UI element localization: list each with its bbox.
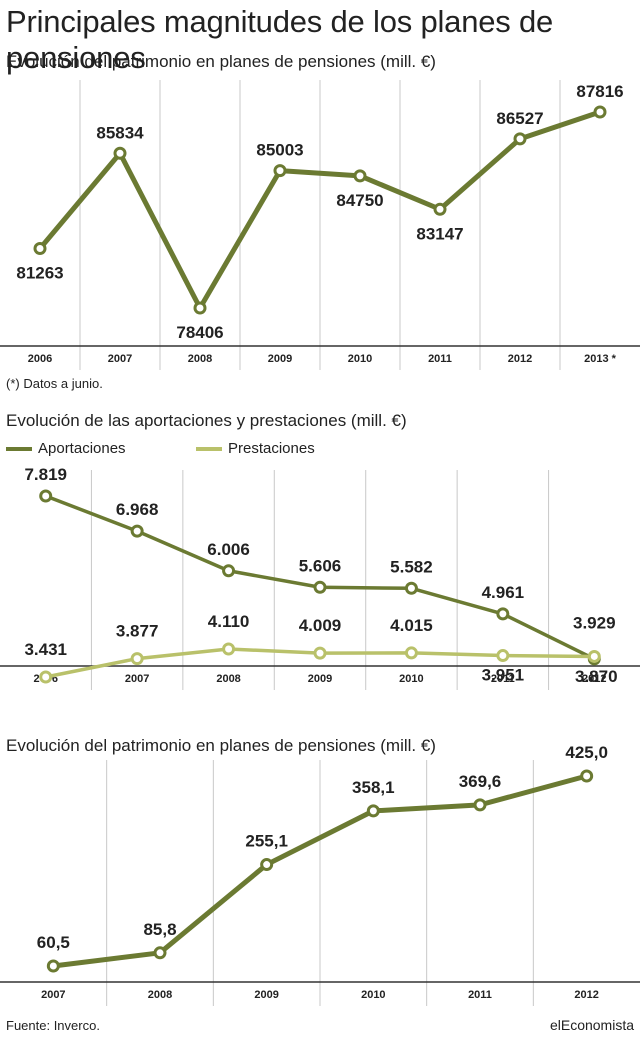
x-tick-label: 2010 <box>361 989 385 1001</box>
data-point <box>513 132 527 146</box>
chart2-aportaciones-prestaciones: 20062007200820092010201120127.8196.9686.… <box>0 465 640 690</box>
data-label: 86527 <box>496 109 543 128</box>
x-tick-label: 2008 <box>148 989 172 1001</box>
data-point <box>404 581 418 595</box>
x-tick-label: 2008 <box>188 353 212 365</box>
data-label: 425,0 <box>565 743 608 762</box>
data-point <box>313 646 327 660</box>
data-label: 6.968 <box>116 500 159 519</box>
data-label: 3.877 <box>116 622 159 641</box>
data-label: 78406 <box>176 323 223 342</box>
data-label: 60,5 <box>37 933 70 952</box>
data-point <box>496 649 510 663</box>
x-tick-label: 2007 <box>108 353 132 365</box>
data-point <box>222 564 236 578</box>
legend-label-aportaciones: Aportaciones <box>38 440 126 457</box>
data-point <box>153 946 167 960</box>
chart1-patrimonio: 2006 2007 2008 2009 2010 2011 2012 2013 * 81263 8… <box>0 80 640 370</box>
x-tick-label: 2006 <box>28 353 52 365</box>
data-label: 3.929 <box>573 613 616 632</box>
series-line-0 <box>38 109 601 311</box>
data-point <box>496 607 510 621</box>
data-point <box>193 301 207 315</box>
x-tick-label: 2012 <box>574 989 598 1001</box>
x-tick-label: 2007 <box>41 989 65 1001</box>
legend-swatch-aportaciones <box>6 446 32 451</box>
chart2-title: Evolución de las aportaciones y prestaci… <box>6 411 407 430</box>
data-label: 85,8 <box>143 920 176 939</box>
x-tick-label: 2012 <box>508 353 532 365</box>
data-point <box>593 105 607 119</box>
data-point <box>366 804 380 818</box>
data-point <box>273 164 287 178</box>
data-point <box>260 858 274 872</box>
data-label: 7.819 <box>24 465 67 484</box>
data-point <box>46 959 60 973</box>
x-tick-label: 2009 <box>268 353 292 365</box>
data-label: 85834 <box>96 123 144 142</box>
legend-swatch-prestaciones <box>196 446 222 451</box>
data-point <box>113 146 127 160</box>
legend-aportaciones: Aportaciones <box>6 440 126 457</box>
data-point <box>404 646 418 660</box>
data-point <box>473 798 487 812</box>
data-label: 84750 <box>336 191 383 210</box>
data-label: 4.009 <box>299 616 342 635</box>
x-tick-label: 2013 * <box>584 353 617 365</box>
data-label: 85003 <box>256 141 303 160</box>
data-label: 6.006 <box>207 540 250 559</box>
data-label: 5.606 <box>299 556 342 575</box>
data-label: 3.431 <box>24 640 67 659</box>
data-point <box>33 241 47 255</box>
data-point <box>39 670 53 684</box>
data-label: 369,6 <box>459 772 502 791</box>
data-point <box>433 202 447 216</box>
data-label: 3.870 <box>575 667 618 686</box>
brand-logo: elEconomista <box>549 1017 634 1033</box>
data-label: 3.951 <box>482 666 525 685</box>
series-line-0 <box>53 773 588 969</box>
data-label: 83147 <box>416 224 463 243</box>
x-tick-label: 2008 <box>216 673 240 685</box>
data-point <box>580 769 594 783</box>
data-point <box>130 524 144 538</box>
legend-prestaciones: Prestaciones <box>196 440 315 457</box>
chart3-patrimonio: 2007 2008 2009 2010 2011 2012 60,5 85,8 255,1 358… <box>0 743 640 1006</box>
data-label: 81263 <box>16 263 63 282</box>
chart3-title: Evolución del patrimonio en planes de pe… <box>6 736 436 755</box>
x-tick-label: 2011 <box>491 673 515 685</box>
x-tick-label: 2009 <box>254 989 278 1001</box>
data-point <box>587 649 601 663</box>
data-point <box>39 489 53 503</box>
x-tick-label: 2011 <box>468 989 492 1001</box>
data-label: 358,1 <box>352 778 395 797</box>
x-tick-label: 2010 <box>348 353 372 365</box>
x-tick-label: 2011 <box>428 353 452 365</box>
x-tick-label: 2010 <box>399 673 423 685</box>
data-point <box>222 642 236 656</box>
data-point <box>353 169 367 183</box>
data-label: 5.582 <box>390 557 433 576</box>
legend-label-prestaciones: Prestaciones <box>228 440 315 457</box>
chart1-note: (*) Datos a junio. <box>6 376 103 391</box>
data-label: 4.110 <box>208 612 250 631</box>
data-label: 255,1 <box>245 832 288 851</box>
data-label: 4.015 <box>390 616 433 635</box>
page-title: Principales magnitudes de los planes de … <box>6 4 554 75</box>
data-point <box>313 580 327 594</box>
source-note: Fuente: Inverco. <box>6 1018 100 1033</box>
x-tick-label: 2012 <box>582 673 606 685</box>
data-label: 87816 <box>576 82 623 101</box>
data-label: 4.961 <box>482 583 525 602</box>
x-tick-label: 2009 <box>308 673 332 685</box>
data-point <box>130 652 144 666</box>
chart1-title: Evolución del patrimonio en planes de pe… <box>6 52 436 71</box>
x-tick-label: 2007 <box>125 673 149 685</box>
